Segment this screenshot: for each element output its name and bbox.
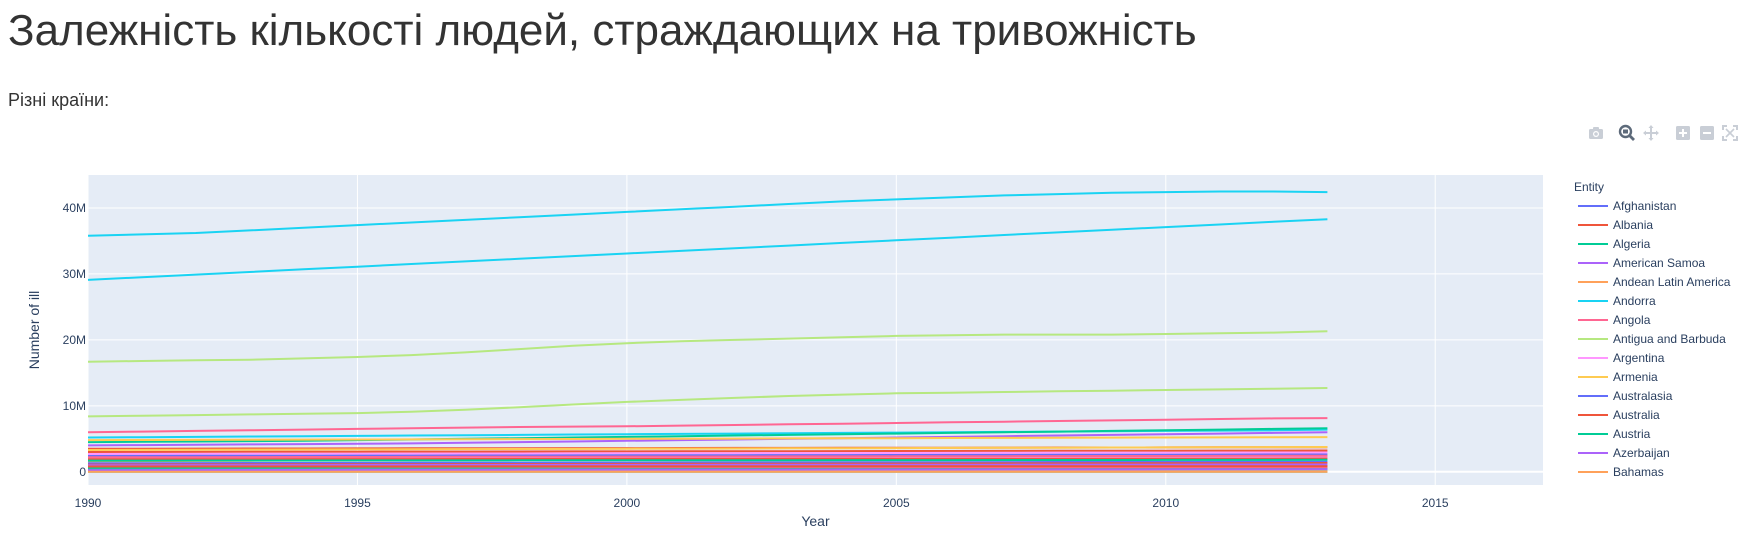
autoscale-icon[interactable] — [1720, 123, 1740, 143]
series-line-27[interactable] — [87, 453, 1328, 457]
x-tick-label: 1990 — [75, 496, 102, 510]
legend-label: Argentina — [1613, 351, 1665, 365]
chart-modebar — [1586, 123, 1756, 143]
y-axis-title: Number of ill — [26, 291, 42, 370]
series-line-17[interactable] — [87, 330, 1328, 363]
series-line-29[interactable] — [87, 457, 1328, 461]
series-line-15[interactable] — [87, 190, 1328, 237]
page-subtitle: Різні країни: — [8, 90, 110, 110]
zoom-icon[interactable] — [1617, 123, 1637, 143]
series-line-16[interactable] — [87, 218, 1328, 281]
zoom-out-icon[interactable] — [1697, 123, 1717, 143]
series-line-21[interactable] — [87, 427, 1328, 444]
legend-item[interactable]: Albania — [1578, 218, 1653, 232]
legend-item[interactable]: Argentina — [1578, 351, 1665, 365]
x-tick-label: 2005 — [883, 496, 910, 510]
legend-label: Albania — [1613, 218, 1653, 232]
series-line-26[interactable] — [87, 451, 1328, 455]
series-line-azerbaijan[interactable] — [88, 468, 1328, 472]
legend-item[interactable]: Australia — [1578, 408, 1660, 422]
x-tick-label: 1995 — [344, 496, 371, 510]
legend-label: Azerbaijan — [1613, 446, 1670, 460]
legend-label: Armenia — [1613, 370, 1658, 384]
legend-item[interactable]: Andorra — [1578, 294, 1656, 308]
legend-label: Austria — [1613, 427, 1651, 441]
pan-icon[interactable] — [1641, 123, 1661, 143]
legend-label: Algeria — [1613, 237, 1651, 251]
legend-label: Australia — [1613, 408, 1660, 422]
legend-item[interactable]: Algeria — [1578, 237, 1651, 251]
series-line-australasia[interactable] — [88, 460, 1328, 465]
x-tick-label: 2015 — [1422, 496, 1449, 510]
legend-label: Andean Latin America — [1613, 275, 1731, 289]
legend-item[interactable]: American Samoa — [1578, 256, 1705, 270]
legend-item[interactable]: Austria — [1578, 427, 1651, 441]
x-tick-label: 2000 — [614, 496, 641, 510]
x-tick-label: 2010 — [1152, 496, 1179, 510]
legend-label: Australasia — [1613, 389, 1673, 403]
camera-icon[interactable] — [1586, 123, 1606, 143]
series-line-19[interactable] — [87, 417, 1328, 434]
legend-item[interactable]: Bahamas — [1578, 465, 1664, 479]
series-line-30[interactable] — [87, 436, 1328, 442]
zoom-in-icon[interactable] — [1673, 123, 1693, 143]
legend-item[interactable]: Andean Latin America — [1578, 275, 1731, 289]
series-line-25[interactable] — [87, 446, 1328, 451]
legend-label: Antigua and Barbuda — [1613, 332, 1726, 346]
series-line-24[interactable] — [88, 449, 1328, 453]
legend-item[interactable]: Afghanistan — [1578, 199, 1676, 213]
legend-item[interactable]: Azerbaijan — [1578, 446, 1670, 460]
series-line-28[interactable] — [87, 454, 1328, 459]
legend-label: Afghanistan — [1613, 199, 1676, 213]
legend-item[interactable]: Australasia — [1578, 389, 1673, 403]
legend-label: American Samoa — [1613, 256, 1705, 270]
legend-item[interactable]: Angola — [1578, 313, 1651, 327]
legend-title: Entity — [1574, 180, 1604, 194]
legend-item[interactable]: Armenia — [1578, 370, 1658, 384]
y-tick-label: 20M — [63, 333, 86, 347]
y-tick-label: 30M — [63, 267, 86, 281]
legend-item[interactable]: Antigua and Barbuda — [1578, 332, 1726, 346]
y-tick-label: 10M — [63, 399, 86, 413]
series-line-22[interactable] — [87, 431, 1328, 447]
x-axis-title: Year — [801, 513, 830, 529]
legend-label: Andorra — [1613, 294, 1656, 308]
y-tick-label: 40M — [63, 201, 86, 215]
series-line-32[interactable] — [88, 463, 1328, 467]
series-line-18[interactable] — [87, 387, 1328, 418]
legend-label: Bahamas — [1613, 465, 1664, 479]
y-tick-label: 0 — [79, 465, 86, 479]
page-title: Залежність кількості людей, страждающих … — [8, 6, 1197, 55]
legend-label: Angola — [1613, 313, 1651, 327]
series-line-31[interactable] — [88, 458, 1328, 462]
